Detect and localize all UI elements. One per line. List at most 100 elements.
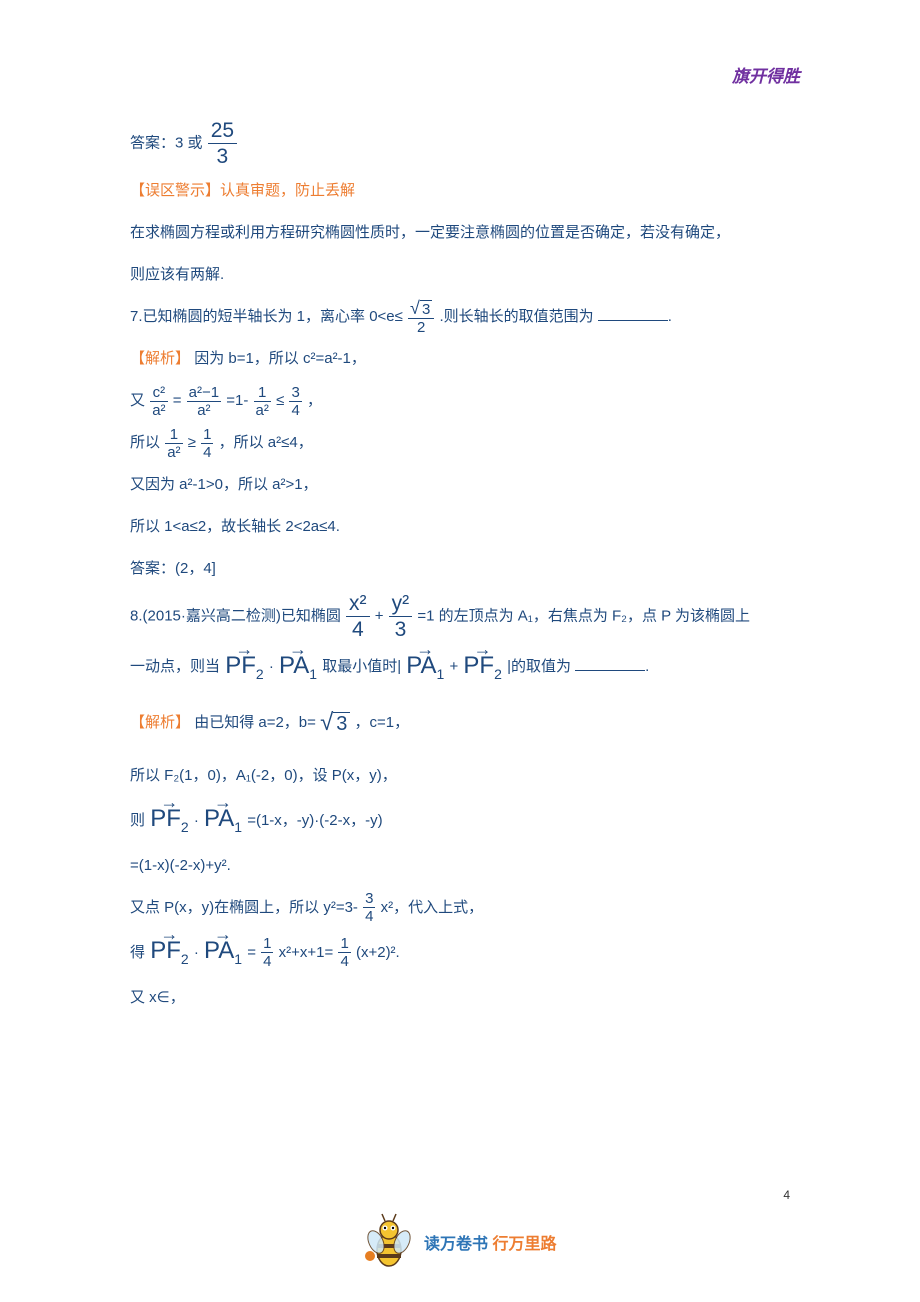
warning-body-2: 则应该有两解. — [130, 257, 800, 293]
question-8-line2: 一动点，则当 →PF2 · →PA1 取最小值时| →PA1 + →PF2 |的… — [130, 646, 800, 688]
q8-f: + — [449, 658, 458, 675]
frac-den: 3 — [389, 616, 413, 640]
q8-d: 一动点，则当 — [130, 658, 220, 675]
footer-text-2: 行万里路 — [492, 1236, 556, 1253]
vec-sub: 2 — [494, 665, 502, 681]
vec-sub: 2 — [181, 951, 189, 967]
frac-14c: 14 — [338, 936, 350, 969]
warning-title-text: 【误区警示】认真审题，防止丢解 — [130, 182, 355, 199]
arrow-icon: → — [150, 925, 188, 943]
footer: 读万卷书 行万里路 — [0, 1212, 920, 1272]
vec-sub: 1 — [234, 951, 242, 967]
s7-3c: ，所以 a²≤4， — [219, 434, 313, 451]
s7-2e: ， — [307, 392, 322, 409]
q8-frac2: y²3 — [389, 593, 413, 640]
frac-14: 14 — [201, 427, 213, 460]
solution-7-5: 所以 1<a≤2，故长轴长 2<2a≤4. — [130, 509, 800, 545]
vector-pf2c: →PF2 — [150, 807, 188, 834]
frac-den: a² — [165, 443, 182, 460]
solution-8-4: =(1-x)(-2-x)+y². — [130, 848, 800, 884]
bee-icon — [364, 1212, 414, 1272]
arrow-icon: → — [204, 925, 242, 943]
solution-label: 【解析】 — [130, 714, 190, 731]
answer-7: 答案：(2，4] — [130, 551, 800, 587]
frac-den: 3 — [208, 143, 237, 167]
solution-8-3: 则 →PF2 · →PA1 =(1-x，-y)·(-2-x，-y) — [130, 800, 800, 842]
q8-e: 取最小值时| — [322, 658, 401, 675]
warning-body-1: 在求椭圆方程或利用方程研究椭圆性质时，一定要注意椭圆的位置是否确定，若没有确定， — [130, 215, 800, 251]
solution-7-3: 所以 1a² ≥ 14 ，所以 a²≤4， — [130, 425, 800, 461]
sqrt-body: 3 — [333, 712, 350, 735]
frac-den: 4 — [363, 907, 375, 924]
frac-14b: 14 — [261, 936, 273, 969]
vec-sub: 1 — [234, 819, 242, 835]
vec-sub: 2 — [256, 665, 264, 681]
frac-den: 4 — [289, 401, 301, 418]
frac-34b: 34 — [363, 891, 375, 924]
frac-num: 1 — [254, 385, 271, 401]
arrow-icon: → — [463, 640, 501, 658]
frac-den: a² — [150, 401, 167, 418]
frac-1a2: 1a² — [254, 385, 271, 418]
frac-num: y² — [389, 593, 413, 616]
frac-den: a² — [187, 401, 221, 418]
q7-fraction: √3 2 — [408, 299, 434, 335]
s7-1-text: 因为 b=1，所以 c²=a²-1， — [194, 350, 366, 367]
question-7: 7.已知椭圆的短半轴长为 1，离心率 0<e≤ √3 2 .则长轴长的取值范围为… — [130, 299, 800, 335]
q8-a: 8.(2015·嘉兴高二检测)已知椭圆 — [130, 608, 341, 625]
vector-pa1c: →PA1 — [204, 807, 242, 834]
frac-num: a²−1 — [187, 385, 221, 401]
vec-sub: 1 — [437, 665, 445, 681]
frac-num: √3 — [408, 299, 434, 318]
vec-sub: 2 — [181, 819, 189, 835]
frac-den: 4 — [261, 952, 273, 969]
question-8-line1: 8.(2015·嘉兴高二检测)已知椭圆 x²4 + y²3 =1 的左顶点为 A… — [130, 593, 800, 640]
page-header: 旗开得胜 — [732, 62, 800, 87]
q8-b: + — [375, 608, 384, 625]
frac-34: 34 — [289, 385, 301, 418]
vector-pa1d: →PA1 — [204, 939, 242, 966]
s7-3b: ≥ — [188, 434, 196, 451]
s7-2d: ≤ — [276, 392, 284, 409]
q7-text-a: 7.已知椭圆的短半轴长为 1，离心率 0<e≤ — [130, 308, 403, 325]
s7-2a: 又 — [130, 392, 145, 409]
arrow-icon: → — [150, 793, 188, 811]
arrow-icon: → — [225, 640, 263, 658]
s8-5b: x²，代入上式， — [381, 899, 484, 916]
vector-pa1: →PA1 — [279, 654, 317, 681]
solution-8-5: 又点 P(x，y)在椭圆上，所以 y²=3- 34 x²，代入上式， — [130, 890, 800, 926]
s8-3b: =(1-x，-y)·(-2-x，-y) — [247, 812, 382, 829]
answer-6: 答案：3 或 25 3 — [130, 120, 800, 167]
sqrt-3: √3 — [320, 694, 350, 752]
frac-num: 1 — [201, 427, 213, 443]
s7-2c: =1- — [226, 392, 248, 409]
solution-7-1: 【解析】 因为 b=1，所以 c²=a²-1， — [130, 341, 800, 377]
frac-den: 4 — [338, 952, 350, 969]
frac-a21a2: a²−1a² — [187, 385, 221, 418]
solution-8-2: 所以 F₂(1，0)，A₁(-2，0)，设 P(x，y)， — [130, 758, 800, 794]
solution-7-4: 又因为 a²-1>0，所以 a²>1， — [130, 467, 800, 503]
solution-8-7: 又 x∈， — [130, 980, 800, 1016]
warning-title: 【误区警示】认真审题，防止丢解 — [130, 173, 800, 209]
s8-6a: 得 — [130, 944, 145, 961]
frac-1a2b: 1a² — [165, 427, 182, 460]
s8-5a: 又点 P(x，y)在椭圆上，所以 y²=3- — [130, 899, 358, 916]
s8-6c: x²+x+1= — [279, 944, 334, 961]
frac-den: 2 — [408, 318, 434, 335]
arrow-icon: → — [204, 793, 242, 811]
frac-num: x² — [346, 593, 370, 616]
q8-c: =1 的左顶点为 A₁，右焦点为 F₂，点 P 为该椭圆上 — [417, 608, 750, 625]
footer-text-1: 读万卷书 — [424, 1236, 488, 1253]
solution-label: 【解析】 — [130, 350, 190, 367]
blank-8 — [575, 655, 645, 671]
blank-7 — [598, 305, 668, 321]
vector-pf2b: →PF2 — [463, 654, 501, 681]
frac-num: 1 — [261, 936, 273, 952]
arrow-icon: → — [406, 640, 444, 658]
frac-c2a2: c²a² — [150, 385, 167, 418]
vector-pf2d: →PF2 — [150, 939, 188, 966]
period: . — [668, 308, 672, 325]
q7-text-b: .则长轴长的取值范围为 — [439, 308, 593, 325]
vector-pa1b: →PA1 — [406, 654, 444, 681]
s8-1b: ，c=1， — [355, 714, 410, 731]
